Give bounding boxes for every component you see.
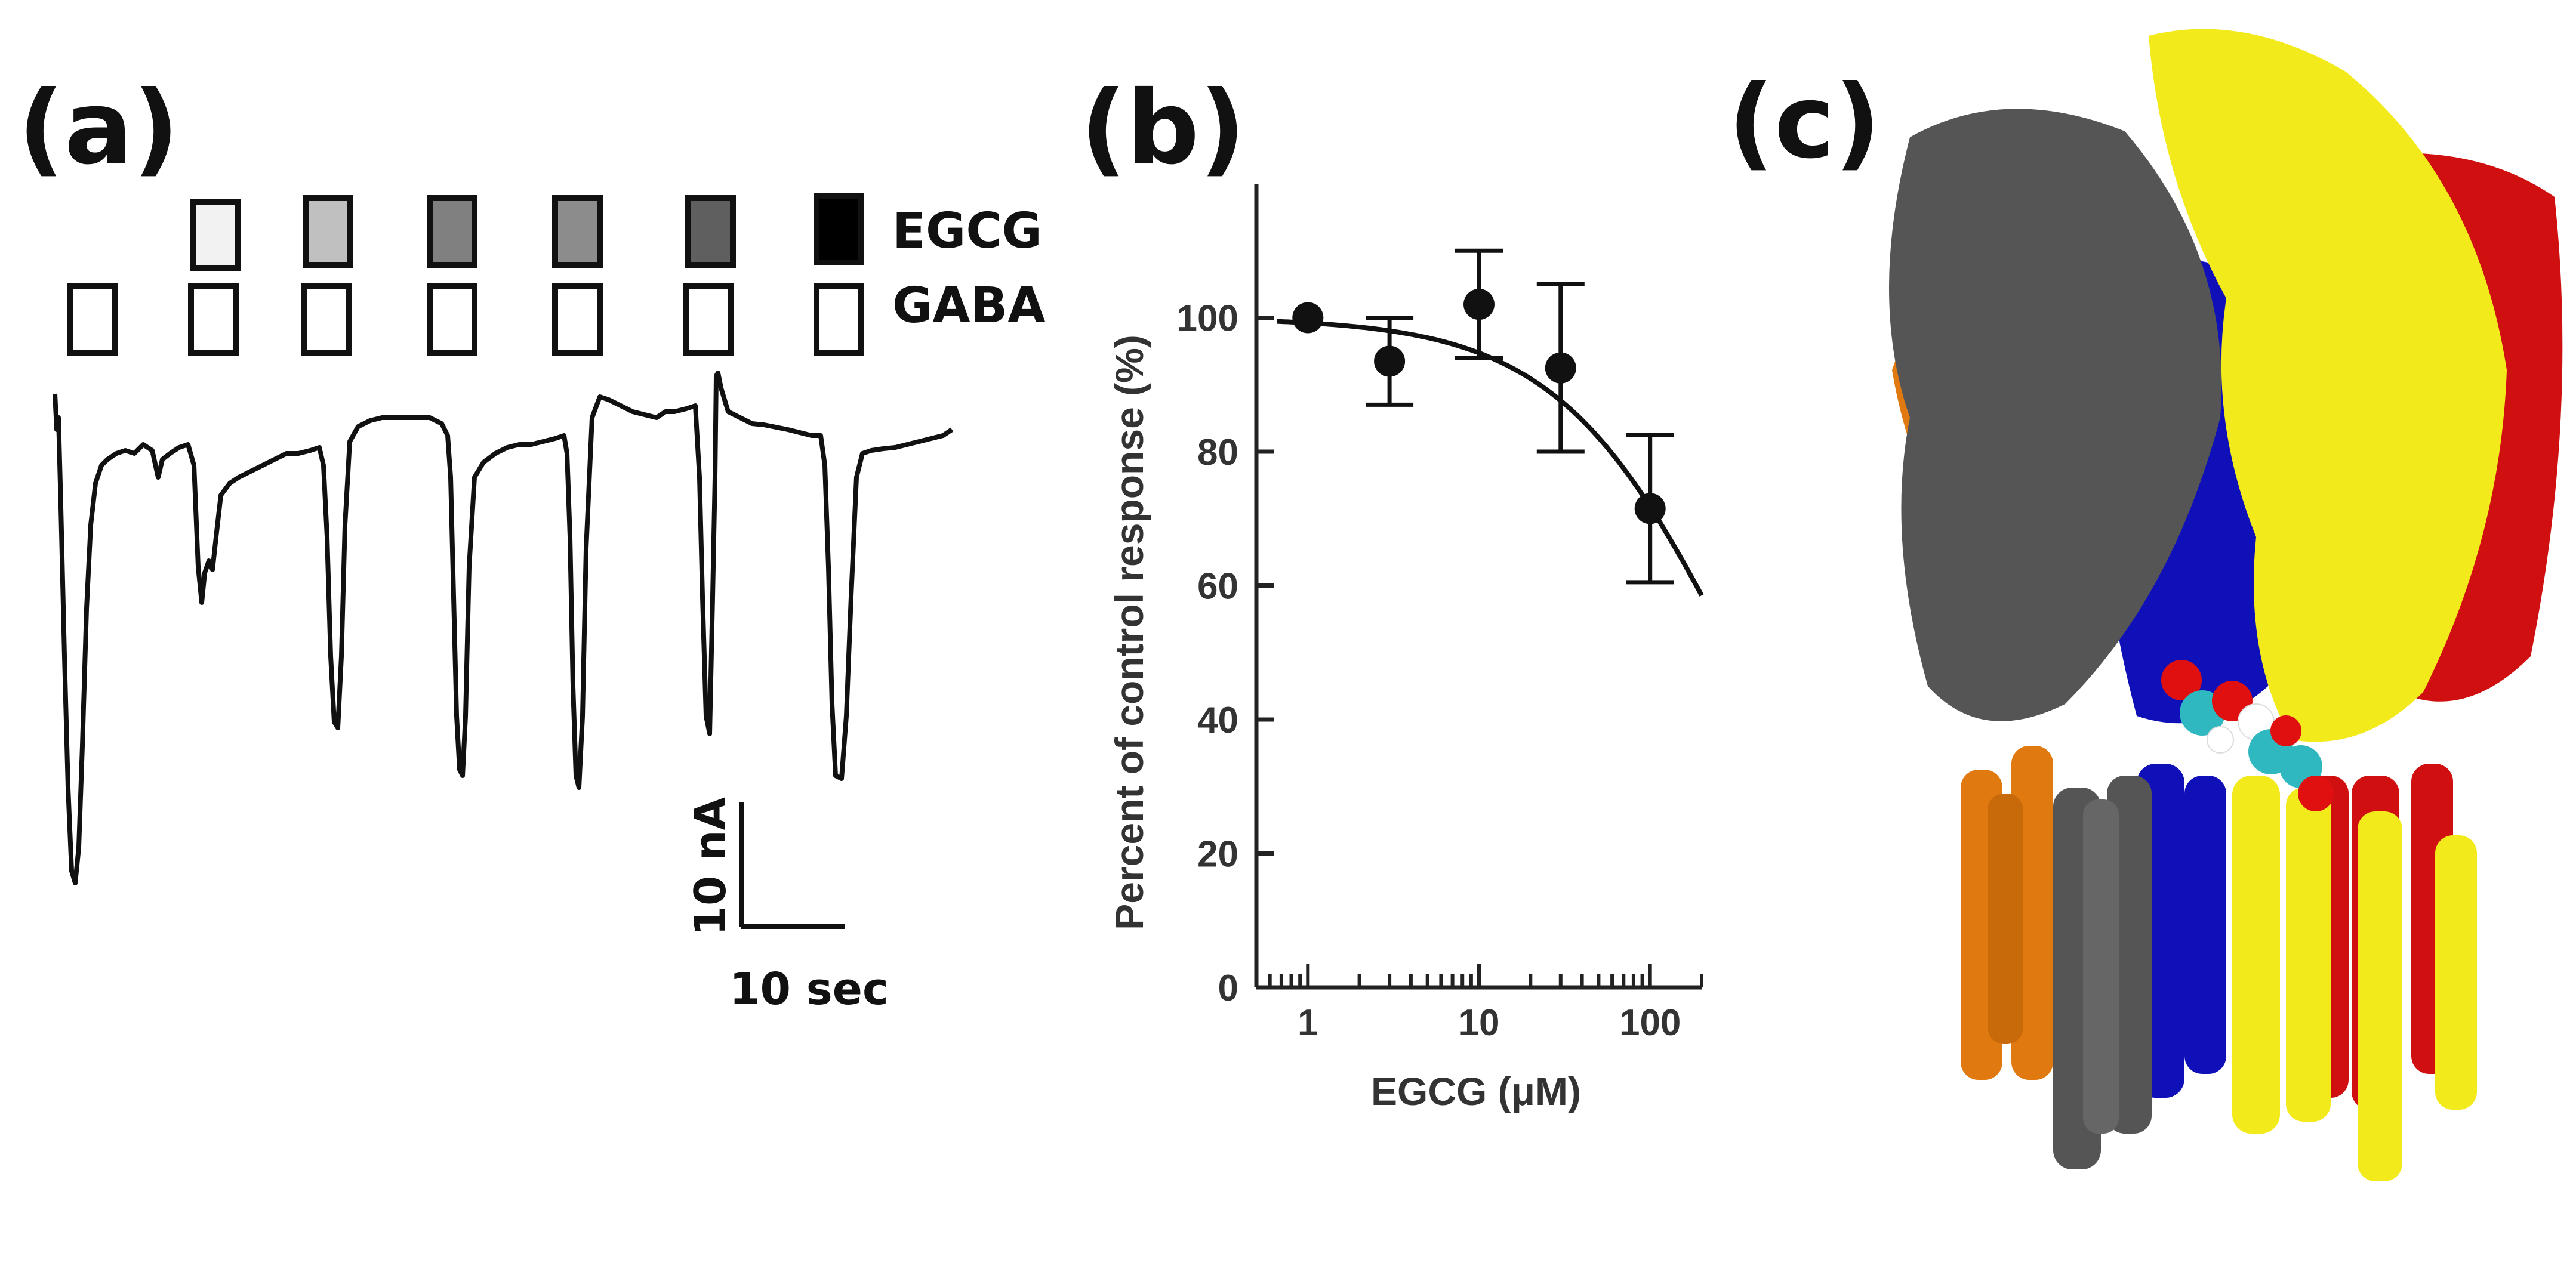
egcg-box-6 xyxy=(814,193,864,265)
egcg-box-5 xyxy=(685,195,736,268)
gaba-box-5 xyxy=(552,283,603,356)
y-tick-label-0: 0 xyxy=(1218,968,1238,1009)
x-axis-title: EGCG (μM) xyxy=(1371,1069,1581,1113)
y-axis-ticks: 0 20 40 60 80 100 xyxy=(1177,298,1274,1009)
gaba-box-3 xyxy=(301,283,352,356)
egcg-box-4 xyxy=(552,195,603,268)
panel-label-c: (c) xyxy=(1728,63,1881,181)
data-point-10 xyxy=(1463,289,1495,320)
y-tick-label-40: 40 xyxy=(1197,700,1238,741)
gaba-box-4 xyxy=(427,283,477,356)
protein-structure-icon xyxy=(1889,29,2563,1181)
data-point-30 xyxy=(1545,352,1576,384)
scale-bar-time-label: 10 sec xyxy=(729,964,889,1015)
gaba-box-1 xyxy=(67,283,118,356)
x-tick-label-10: 10 xyxy=(1459,1002,1500,1043)
data-point-3 xyxy=(1374,345,1406,377)
egcg-box-3 xyxy=(427,195,477,268)
x-tick-label-100: 100 xyxy=(1619,1002,1681,1043)
y-tick-label-20: 20 xyxy=(1197,834,1238,875)
chain-gray-helices xyxy=(2053,776,2152,1169)
gaba-box-7 xyxy=(814,283,864,356)
egcg-application-boxes xyxy=(190,193,864,271)
gaba-box-2 xyxy=(188,283,239,356)
y-tick-label-80: 80 xyxy=(1197,432,1238,473)
data-points xyxy=(1292,248,1674,585)
chain-orange-helices xyxy=(1961,746,2053,1080)
chain-gray-ecd xyxy=(1889,109,2221,721)
panel-label-a: (a) xyxy=(18,69,180,187)
data-point-100 xyxy=(1634,493,1666,524)
gaba-box-6 xyxy=(683,283,734,356)
gaba-application-boxes xyxy=(67,283,864,356)
gaba-label: GABA xyxy=(892,277,1046,334)
y-tick-label-100: 100 xyxy=(1177,298,1238,339)
panel-label-b: (b) xyxy=(1080,69,1246,187)
x-tick-label-1: 1 xyxy=(1298,1002,1318,1043)
egcg-ligand xyxy=(2161,660,2334,811)
current-trace xyxy=(53,371,954,885)
y-axis-title: Percent of control response (%) xyxy=(1107,335,1151,930)
x-axis-ticks: 1 10 100 xyxy=(1255,964,1703,1043)
y-tick-label-60: 60 xyxy=(1197,566,1238,607)
egcg-box-2 xyxy=(303,195,353,268)
chain-yellow-helices xyxy=(2232,776,2477,1181)
chain-yellow-ecd xyxy=(2149,29,2507,742)
scale-bar xyxy=(739,802,845,929)
data-point-1 xyxy=(1292,302,1324,334)
egcg-label: EGCG xyxy=(892,203,1042,260)
egcg-box-1 xyxy=(190,199,241,271)
